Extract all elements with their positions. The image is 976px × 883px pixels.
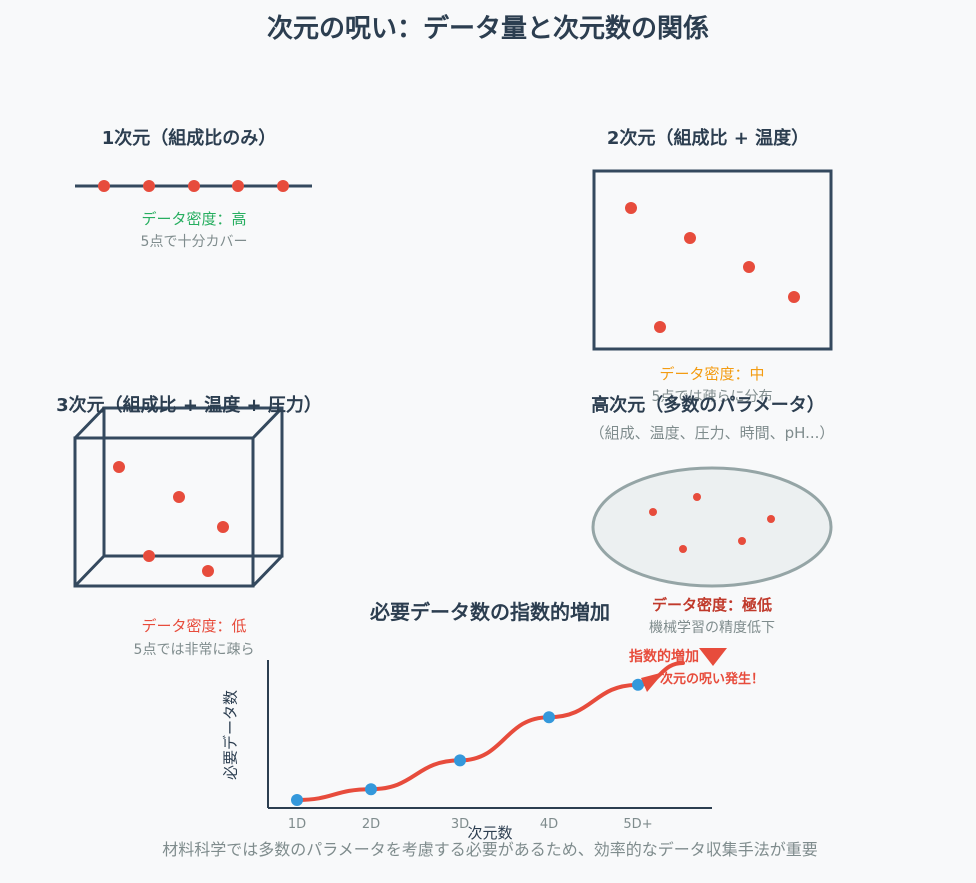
1d-point (188, 180, 200, 192)
curve-point (291, 794, 303, 806)
3d-point (202, 565, 214, 577)
3d-cube (73, 406, 284, 588)
x-tick-label: 3D (450, 817, 470, 832)
panel-high-title: 高次元（多数のパラメータ） (591, 395, 825, 416)
high-dim-point (738, 537, 746, 545)
1d-points (98, 180, 289, 192)
2d-point (684, 232, 696, 244)
warning-triangle-icon (699, 648, 727, 666)
x-tick-label: 5D+ (623, 817, 653, 832)
high-dim-point (767, 515, 775, 523)
high-dim-points (649, 493, 775, 553)
curve-point (365, 783, 377, 796)
x-tick-label: 2D (361, 817, 381, 832)
high-dim-point (679, 545, 687, 553)
panel-2d-note: 5点では疎らに分布 (651, 389, 773, 405)
1d-point (98, 180, 110, 192)
x-tick-label: 4D (539, 817, 559, 832)
1d-point (277, 180, 289, 192)
annotation-exponential: 指数的増加 (629, 649, 699, 665)
annotation-curse: 次元の呪い発生！ (659, 672, 765, 687)
high-dim-point (649, 508, 657, 516)
3d-points (113, 461, 229, 577)
x-tick-label: 1D (287, 817, 307, 832)
panel-2d-density: データ密度：中 (659, 365, 765, 383)
chart-title: 必要データ数の指数的増加 (370, 600, 610, 624)
3d-point (113, 461, 125, 473)
panel-2d-title: 2次元（組成比 + 温度） (606, 128, 810, 149)
curve-point (632, 678, 644, 691)
page-title: 次元の呪い：データ量と次元数の関係 (266, 14, 710, 44)
panel-high-density: データ密度：極低 (651, 596, 773, 614)
2d-point (654, 321, 666, 333)
panel-3d-density: データ密度：低 (141, 617, 247, 635)
chart-y-label: 必要データ数 (221, 689, 240, 781)
footer-note: 材料科学では多数のパラメータを考慮する必要があるため、効率的なデータ収集手法が重… (162, 840, 818, 859)
1d-point (232, 180, 244, 192)
panel-1d-title: 1次元（組成比のみ） (101, 128, 277, 149)
2d-point (625, 202, 637, 214)
chart-x-label: 次元数 (467, 824, 513, 842)
panel-3d-title: 3次元（組成比 + 温度 + 圧力） (56, 395, 322, 416)
2d-square (592, 169, 833, 351)
panel-3d-note: 5点では非常に疎ら (133, 642, 255, 658)
curve-points (291, 678, 644, 806)
panel-1d-note: 5点で十分カバー (140, 234, 248, 250)
2d-points (625, 202, 800, 333)
arrow-head-icon (641, 672, 664, 692)
panel-high-note: 機械学習の精度低下 (649, 620, 775, 636)
growth-curve (295, 661, 685, 802)
3d-point (143, 550, 155, 562)
1d-point (143, 180, 155, 192)
panel-1d-density: データ密度：高 (141, 210, 247, 228)
3d-point (217, 521, 229, 533)
curve-point (543, 711, 555, 724)
2d-point (788, 291, 800, 303)
2d-point (743, 261, 755, 273)
panel-high-params: （組成、温度、圧力、時間、pH...） (589, 424, 835, 442)
curve-point (454, 754, 466, 767)
high-dim-point (693, 493, 701, 501)
high-dim-ellipse (591, 466, 833, 588)
3d-point (173, 491, 185, 503)
